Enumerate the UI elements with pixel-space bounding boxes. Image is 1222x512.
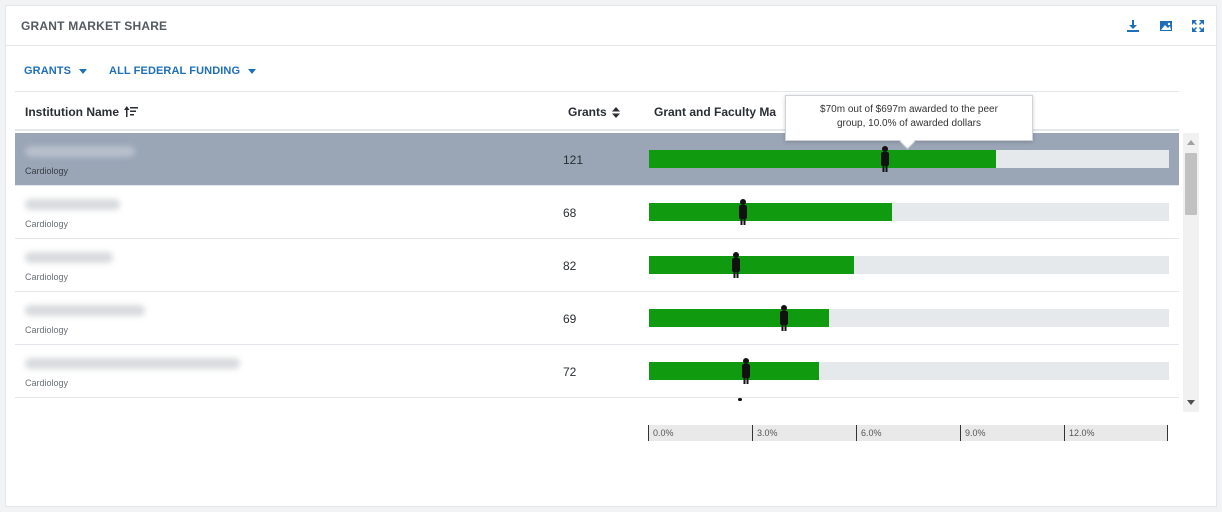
panel-header: GRANT MARKET SHARE [6,6,1218,46]
department-label: Cardiology [25,378,69,388]
download-icon[interactable] [1125,18,1141,34]
sort-icon[interactable] [611,106,620,118]
axis-end-tick [1167,425,1168,441]
faculty-marker-icon [780,305,789,331]
scrollbar-thumb[interactable] [1185,153,1197,215]
grants-filter-label: GRANTS [24,65,72,77]
table-row[interactable]: Cardiology 68 [15,186,1179,239]
share-axis: 0.0% 3.0% 6.0% 9.0% 12.0% [648,425,1168,441]
table-header: Institution Name Grants Grant and Facult… [15,91,1179,131]
share-bar-track [649,252,1169,278]
grants-count: 72 [563,365,577,379]
sort-descending-icon[interactable] [124,106,139,118]
faculty-marker-icon [731,252,740,278]
share-bar-track [649,199,1169,225]
chevron-down-icon [79,68,88,74]
tooltip-line-1: $70m out of $697m awarded to the peer [820,104,998,115]
table-body: Cardiology 121 Cardiology 68 [15,133,1179,413]
column-header-institution[interactable]: Institution Name [25,105,139,119]
faculty-marker-icon [880,146,889,172]
tooltip-line-2: group, 10.0% of awarded dollars [837,118,981,129]
image-icon[interactable] [1158,18,1174,34]
share-bar-track [649,146,1169,172]
axis-tick-label: 12.0% [1064,425,1095,441]
institution-table: Institution Name Grants Grant and Facult… [15,91,1179,413]
funding-filter-label: ALL FEDERAL FUNDING [109,65,241,77]
table-row[interactable]: Cardiology 121 [15,133,1179,186]
axis-tick-label: 0.0% [648,425,674,441]
expand-icon[interactable] [1190,18,1206,34]
share-bar-fill [649,150,996,168]
grants-filter-dropdown[interactable]: GRANTS [24,63,88,79]
axis-tick-label: 6.0% [856,425,882,441]
scroll-up-icon[interactable] [1187,140,1195,145]
grants-count: 82 [563,259,577,273]
share-bar-fill [649,256,854,274]
panel-title: GRANT MARKET SHARE [21,19,168,33]
department-label: Cardiology [25,325,69,335]
filter-bar: GRANTS ALL FEDERAL FUNDING [24,63,257,79]
institution-name-redacted [25,358,240,369]
department-label: Cardiology [25,166,69,176]
column-header-grants[interactable]: Grants [568,105,620,119]
column-header-share[interactable]: Grant and Faculty Ma [654,105,776,119]
grants-count: 68 [563,206,577,220]
column-header-label: Institution Name [25,105,120,119]
share-bar-track [649,305,1169,331]
grants-count: 121 [563,153,584,167]
axis-tick-label: 3.0% [752,425,778,441]
institution-name-redacted [25,199,120,210]
funding-filter-dropdown[interactable]: ALL FEDERAL FUNDING [109,63,257,79]
share-bar-fill [649,362,819,380]
chevron-down-icon [248,68,257,74]
faculty-marker-partial-icon [738,398,742,401]
share-bar-fill [649,309,830,327]
faculty-marker-icon [742,358,751,384]
grants-count: 69 [563,312,577,326]
table-row[interactable]: Cardiology 69 [15,292,1179,345]
column-header-label: Grants [568,105,607,119]
department-label: Cardiology [25,272,69,282]
institution-name-redacted [25,146,135,157]
department-label: Cardiology [25,219,69,229]
table-row[interactable]: Cardiology 72 [15,345,1179,398]
share-tooltip: $70m out of $697m awarded to the peer gr… [785,95,1033,141]
table-row-partial[interactable] [15,398,1179,413]
faculty-marker-icon [738,199,747,225]
table-scrollbar[interactable] [1183,133,1199,412]
scroll-down-icon[interactable] [1187,400,1195,405]
share-bar-track [649,358,1169,384]
table-row[interactable]: Cardiology 82 [15,239,1179,292]
institution-name-redacted [25,305,145,316]
share-bar-fill [649,203,892,221]
axis-tick-label: 9.0% [960,425,986,441]
column-header-label: Grant and Faculty Ma [654,105,777,119]
institution-name-redacted [25,252,113,263]
